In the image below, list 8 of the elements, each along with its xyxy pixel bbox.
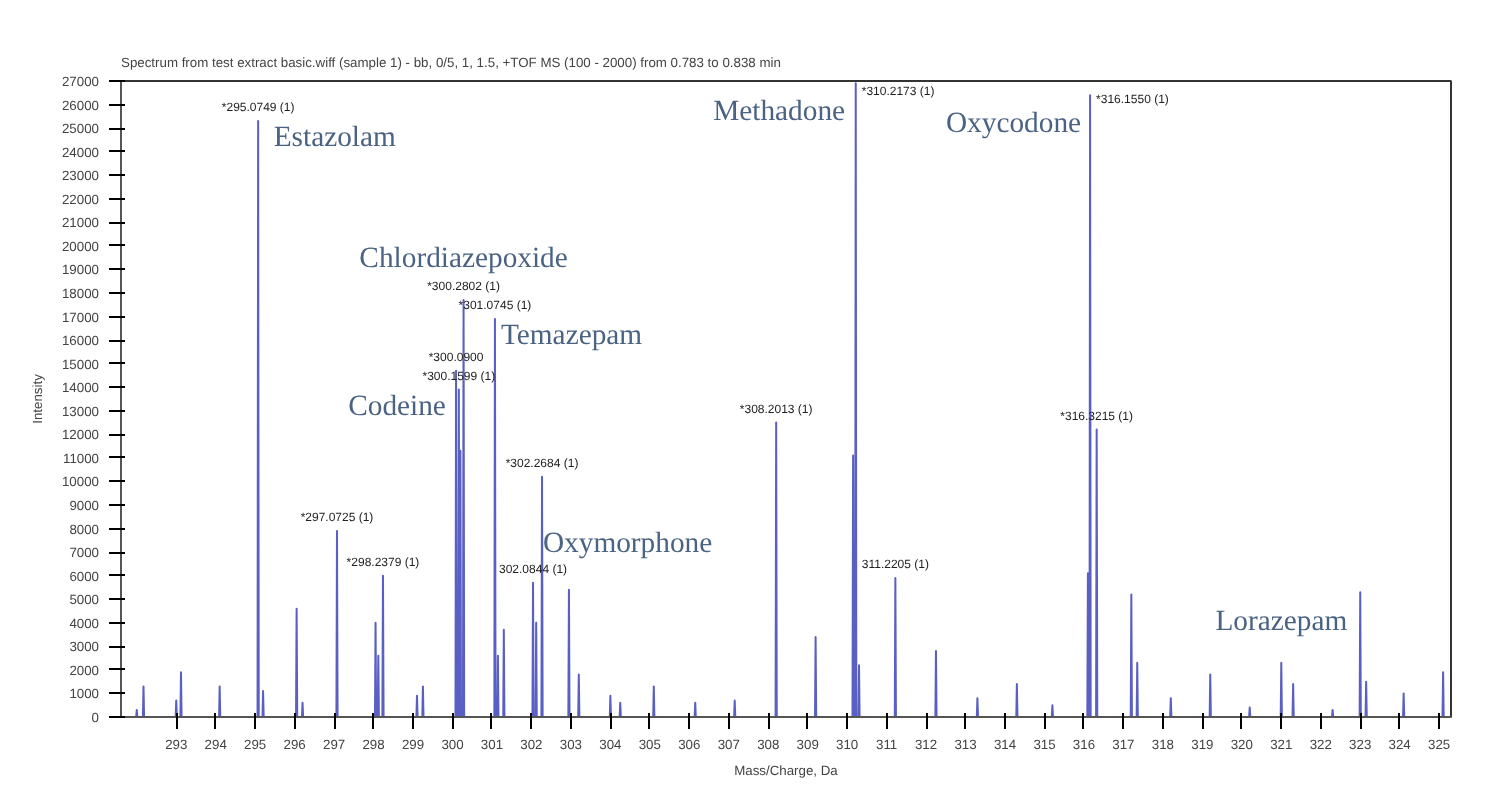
annotation: Oxycodone [945,108,1082,141]
annotation: Oxymorphone [542,527,713,560]
annotation: Lorazepam [1215,605,1349,638]
annotation: Temazepam [500,319,644,352]
annotation: Codeine [348,390,446,423]
annotation: Chlordiazepoxide [359,243,568,276]
annotation: Methadone [713,96,846,129]
annotation: Estazolam [273,122,397,155]
